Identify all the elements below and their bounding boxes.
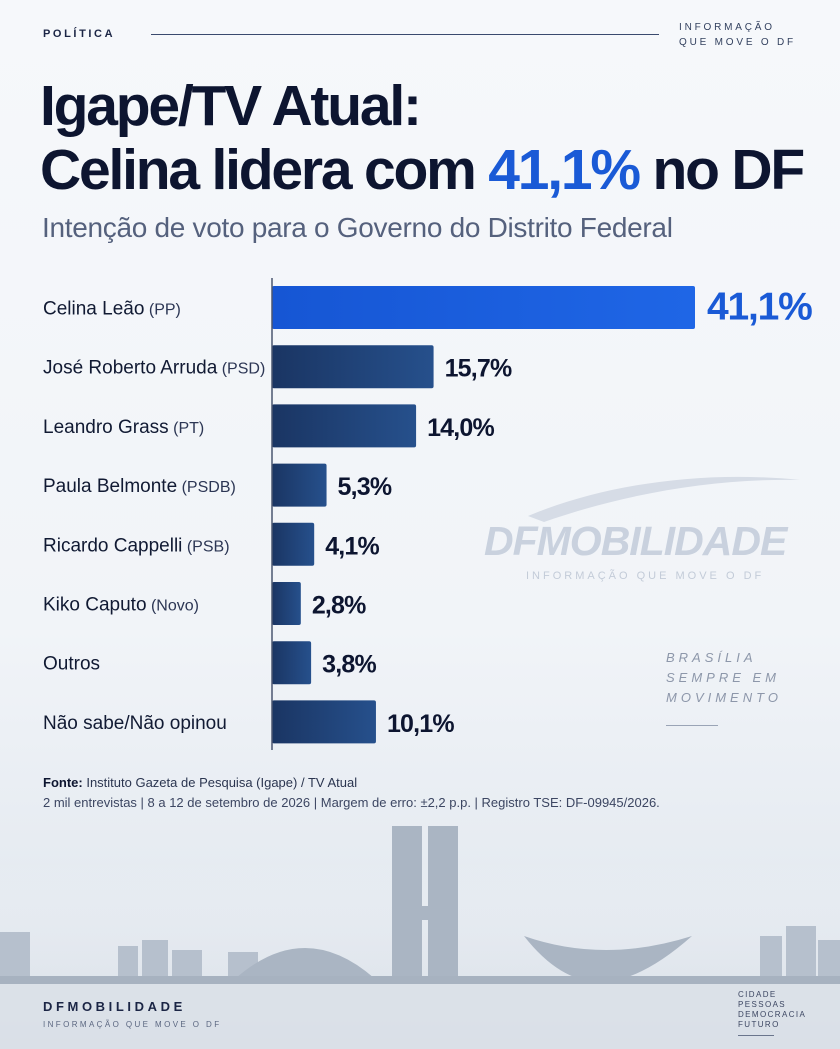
bar xyxy=(272,641,312,685)
category-label: Paula Belmonte (PSDB) xyxy=(43,476,236,497)
value-label: 15,7% xyxy=(445,355,512,383)
footer-word: PESSOAS xyxy=(738,1000,787,1009)
category-label: Leandro Grass (PT) xyxy=(43,417,204,438)
header-tagline: INFORMAÇÃO QUE MOVE O DF xyxy=(679,20,796,50)
side-note-line3: MOVIMENTO xyxy=(666,690,782,705)
footer-brand: DFMOBILIDADE xyxy=(43,999,186,1014)
source-text: Instituto Gazeta de Pesquisa (Igape) / T… xyxy=(82,775,358,790)
footer-word: DEMOCRACIA xyxy=(738,1010,807,1019)
category-label: Kiko Caputo (Novo) xyxy=(43,595,199,616)
category-label: Não sabe/Não opinou xyxy=(43,713,227,734)
bar xyxy=(272,404,417,448)
bar xyxy=(272,345,434,389)
footer-keywords: CIDADE PESSOAS DEMOCRACIA FUTURO xyxy=(738,990,806,1030)
category-label: Celina Leão (PP) xyxy=(43,299,181,320)
top-bar: POLÍTICA INFORMAÇÃO QUE MOVE O DF xyxy=(43,22,803,52)
side-note: BRASÍLIA SEMPRE EM MOVIMENTO xyxy=(666,648,782,708)
section-tag: POLÍTICA xyxy=(43,28,116,40)
side-note-rule xyxy=(666,725,718,726)
bar xyxy=(272,463,327,507)
bar-highlight xyxy=(272,286,695,329)
headline-highlight: 41,1% xyxy=(488,138,641,202)
chart-subtitle: Intenção de voto para o Governo do Distr… xyxy=(42,212,673,243)
category-label: José Roberto Arruda (PSD) xyxy=(43,358,265,379)
value-label: 10,1% xyxy=(387,710,454,738)
value-label: 2,8% xyxy=(312,592,366,620)
header-tagline-line1: INFORMAÇÃO xyxy=(679,22,775,33)
bar xyxy=(272,522,315,566)
value-label: 41,1% xyxy=(707,286,812,329)
headline-suffix: no DF xyxy=(638,138,806,202)
bar-chart: Celina Leão (PP) 41,1% José Roberto Arruda… xyxy=(43,278,813,750)
side-note-line2: SEMPRE EM xyxy=(666,670,781,685)
value-label: 14,0% xyxy=(427,414,494,442)
category-label: Ricardo Cappelli (PSB) xyxy=(43,535,230,556)
brasilia-skyline-illustration xyxy=(0,826,840,1049)
value-label: 5,3% xyxy=(338,473,392,501)
footer-word: FUTURO xyxy=(738,1020,780,1029)
top-divider xyxy=(151,34,659,35)
source-label: Fonte: xyxy=(43,775,83,790)
value-label: 4,1% xyxy=(325,532,379,560)
footer-rule xyxy=(738,1035,774,1036)
footer-tagline: INFORMAÇÃO QUE MOVE O DF xyxy=(43,1020,222,1029)
headline-line2: Celina lidera com 41,1% no DF xyxy=(40,138,806,202)
side-note-line1: BRASÍLIA xyxy=(666,650,757,665)
headline-prefix: Celina lidera com xyxy=(40,138,489,202)
source-meta: 2 mil entrevistas | 8 a 12 de setembro d… xyxy=(43,795,660,810)
footer-word: CIDADE xyxy=(738,990,777,999)
headline-line1: Igape/TV Atual: xyxy=(40,74,422,138)
value-label: 3,8% xyxy=(322,651,376,679)
bar xyxy=(272,582,301,625)
bar xyxy=(272,700,376,744)
header-tagline-line2: QUE MOVE O DF xyxy=(679,37,796,48)
headline: Igape/TV Atual: Celina lidera com 41,1% … xyxy=(40,74,806,202)
category-label: Outros xyxy=(43,654,100,675)
source-note: Fonte: Instituto Gazeta de Pesquisa (Iga… xyxy=(43,773,660,813)
